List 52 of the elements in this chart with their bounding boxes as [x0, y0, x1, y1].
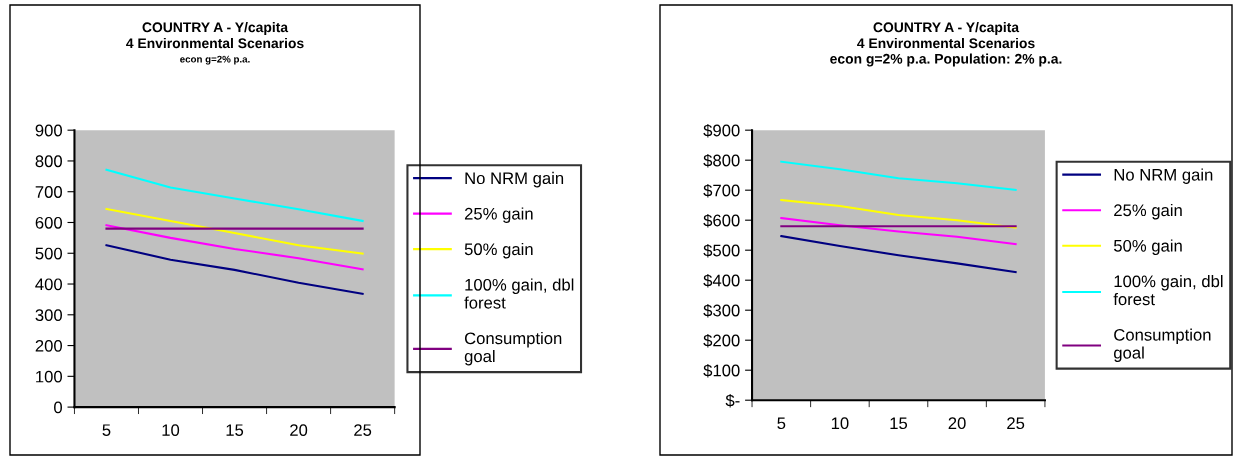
y-tick-label: 100	[36, 370, 63, 383]
legend-label: 100% gain, dbl forest	[1113, 275, 1223, 306]
legend-label: 25% gain	[464, 207, 533, 223]
line-series	[105, 168, 364, 222]
legend-label: 50% gain	[1113, 239, 1182, 256]
x-tick-label: 20	[290, 424, 308, 437]
legend-label: 25% gain	[1114, 203, 1182, 220]
y-tick-label: $600	[703, 213, 740, 228]
y-tick-label: 700	[35, 186, 63, 198]
y-tick-label: $400	[703, 273, 740, 288]
y-tick-label: 600	[35, 216, 63, 229]
legend-label: 50% gain	[464, 242, 533, 259]
line-series	[105, 244, 364, 295]
y-tick-label: 500	[35, 247, 63, 260]
y-tick-label: 800	[35, 155, 63, 168]
line-series	[780, 235, 1017, 274]
x-tick-label: 15	[890, 417, 908, 430]
y-tick-label: 300	[35, 309, 63, 321]
x-tick-label: 15	[226, 424, 244, 437]
y-tick-label: 200	[35, 339, 63, 352]
x-tick-label: 5	[102, 424, 111, 437]
y-tick-label: 0	[54, 401, 62, 414]
chart-subtitle: econ g=2% p.a. Population: 2% p.a.	[830, 53, 1062, 67]
line-series	[780, 160, 1017, 191]
chart-title: COUNTRY A - Y/capita 4 Environmental Scenarios	[126, 22, 304, 49]
chart-subtitle: econ g=2% p.a.	[180, 55, 250, 65]
y-tick-label: $500	[703, 243, 740, 258]
y-tick-label: $200	[703, 333, 740, 348]
x-tick-label: 5	[777, 417, 786, 430]
y-tick-label: $100	[703, 363, 740, 378]
y-tick-label: $-	[725, 393, 740, 408]
legend-label: Consumption goal	[1114, 328, 1211, 362]
legend-label: No NRM gain	[1114, 168, 1213, 184]
line-series	[105, 224, 364, 271]
x-tick-label: 10	[162, 424, 180, 437]
line-series	[105, 207, 364, 255]
y-tick-label: $700	[703, 183, 740, 198]
x-tick-label: 10	[831, 417, 849, 430]
legend-label: No NRM gain	[465, 171, 564, 188]
y-tick-label: $900	[703, 123, 740, 138]
legend-label: 100% gain, dbl forest	[464, 278, 574, 309]
x-tick-label: 25	[354, 424, 372, 437]
y-tick-label: $300	[703, 303, 740, 318]
legend-label: Consumption goal	[464, 331, 562, 366]
y-tick-label: 900	[35, 124, 63, 137]
x-tick-label: 25	[1007, 417, 1025, 430]
chart-title: COUNTRY A - Y/capita 4 Environmental Scenarios	[857, 22, 1035, 49]
line-series	[780, 217, 1017, 246]
line-series	[780, 199, 1017, 229]
x-tick-label: 20	[948, 417, 966, 430]
y-tick-label: 400	[35, 278, 63, 291]
y-tick-label: $800	[703, 153, 740, 168]
